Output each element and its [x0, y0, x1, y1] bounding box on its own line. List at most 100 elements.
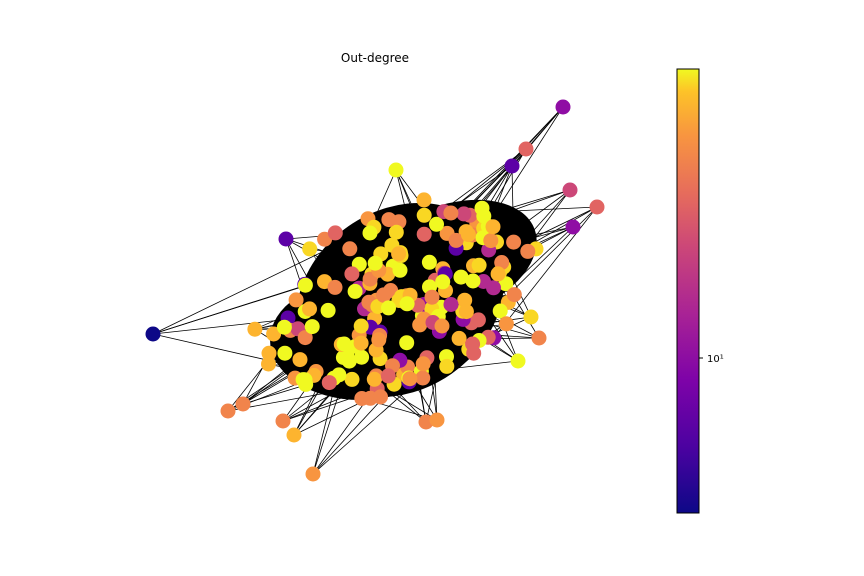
- graph-node: [388, 162, 404, 178]
- graph-node: [589, 199, 605, 215]
- graph-node: [494, 255, 510, 270]
- graph-node: [531, 330, 547, 346]
- graph-node: [416, 192, 432, 208]
- graph-node: [518, 141, 534, 157]
- graph-node: [510, 353, 526, 369]
- graph-node: [506, 287, 522, 303]
- graph-node: [341, 353, 357, 369]
- graph-node: [506, 234, 522, 250]
- graph-node: [261, 356, 276, 372]
- graph-node: [297, 372, 313, 388]
- graph-node: [373, 389, 388, 405]
- graph-node: [415, 370, 431, 386]
- graph-node: [380, 368, 396, 384]
- graph-node: [145, 326, 161, 342]
- graph-node: [366, 371, 382, 387]
- graph-node: [347, 283, 363, 299]
- graph-node: [562, 182, 578, 198]
- graph-node: [443, 297, 459, 312]
- graph-node: [485, 219, 501, 235]
- graph-node: [465, 336, 481, 352]
- graph-node: [320, 302, 336, 318]
- graph-node: [429, 216, 444, 232]
- graph-node: [402, 371, 418, 387]
- graph-node: [458, 304, 474, 320]
- colorbar: 10¹: [676, 68, 724, 514]
- graph-node: [371, 332, 387, 348]
- graph-node: [304, 319, 320, 335]
- graph-node: [486, 280, 501, 296]
- graph-node: [555, 99, 571, 115]
- graph-node: [344, 371, 360, 387]
- graph-node: [474, 200, 490, 216]
- graph-node: [286, 427, 302, 443]
- graph-node: [275, 413, 291, 429]
- graph-node: [451, 330, 467, 346]
- graph-node: [439, 358, 455, 374]
- graph-node: [247, 321, 263, 337]
- graph-node: [453, 269, 469, 285]
- graph-node: [388, 224, 404, 240]
- graph-node: [278, 231, 294, 247]
- graph-node: [302, 301, 317, 317]
- graph-node: [424, 289, 440, 305]
- graph-node: [399, 335, 415, 351]
- graph-node: [392, 262, 408, 278]
- graph-node: [465, 273, 481, 289]
- graph-node: [261, 345, 277, 361]
- graph-node: [470, 312, 486, 328]
- graph-node: [435, 274, 451, 290]
- graph-node: [416, 207, 432, 223]
- colorbar-tick-label: 10¹: [707, 354, 724, 365]
- graph-node: [276, 319, 292, 335]
- graph-node: [297, 277, 313, 293]
- graph-node: [327, 279, 343, 295]
- graph-node: [292, 352, 308, 368]
- graph-node: [415, 356, 431, 372]
- graph-node: [391, 246, 407, 262]
- graph-node: [277, 345, 293, 361]
- graph-node: [376, 287, 392, 303]
- graph-node: [504, 158, 520, 174]
- graph-node: [416, 226, 432, 242]
- graph-node: [381, 212, 397, 228]
- figure-title: Out-degree: [340, 51, 410, 65]
- graph-node: [305, 466, 321, 482]
- graph-node: [367, 255, 383, 271]
- graph-node: [353, 335, 369, 351]
- graph-node: [429, 412, 445, 428]
- graph-node: [354, 349, 370, 365]
- graph-node: [498, 316, 514, 332]
- graph-node: [483, 233, 499, 249]
- graph-node: [471, 257, 487, 273]
- graph-node: [523, 309, 539, 325]
- graph-node: [297, 330, 313, 346]
- graph-node: [288, 292, 304, 308]
- graph-node: [235, 396, 251, 412]
- graph-node: [266, 326, 282, 342]
- graph-node: [302, 241, 318, 257]
- graph-node: [220, 403, 236, 419]
- graph-node: [399, 296, 415, 312]
- graph-node: [448, 232, 464, 248]
- colorbar-gradient: [676, 68, 700, 514]
- graph-node: [362, 225, 378, 241]
- graph-node: [336, 336, 352, 352]
- graph-node: [434, 318, 450, 334]
- graph-node: [492, 303, 508, 319]
- graph-node: [457, 292, 473, 308]
- graph-node: [344, 266, 360, 282]
- graph-node: [490, 266, 506, 282]
- graph-node: [456, 206, 472, 222]
- graph-node: [353, 318, 369, 334]
- graph-node: [421, 254, 437, 270]
- graph-node: [342, 241, 358, 257]
- graph-node: [460, 227, 476, 243]
- graph-node: [381, 300, 396, 316]
- graph-node: [443, 205, 459, 221]
- graph-nodes: [145, 99, 605, 482]
- graph-node: [327, 225, 343, 241]
- graph-node: [565, 219, 581, 235]
